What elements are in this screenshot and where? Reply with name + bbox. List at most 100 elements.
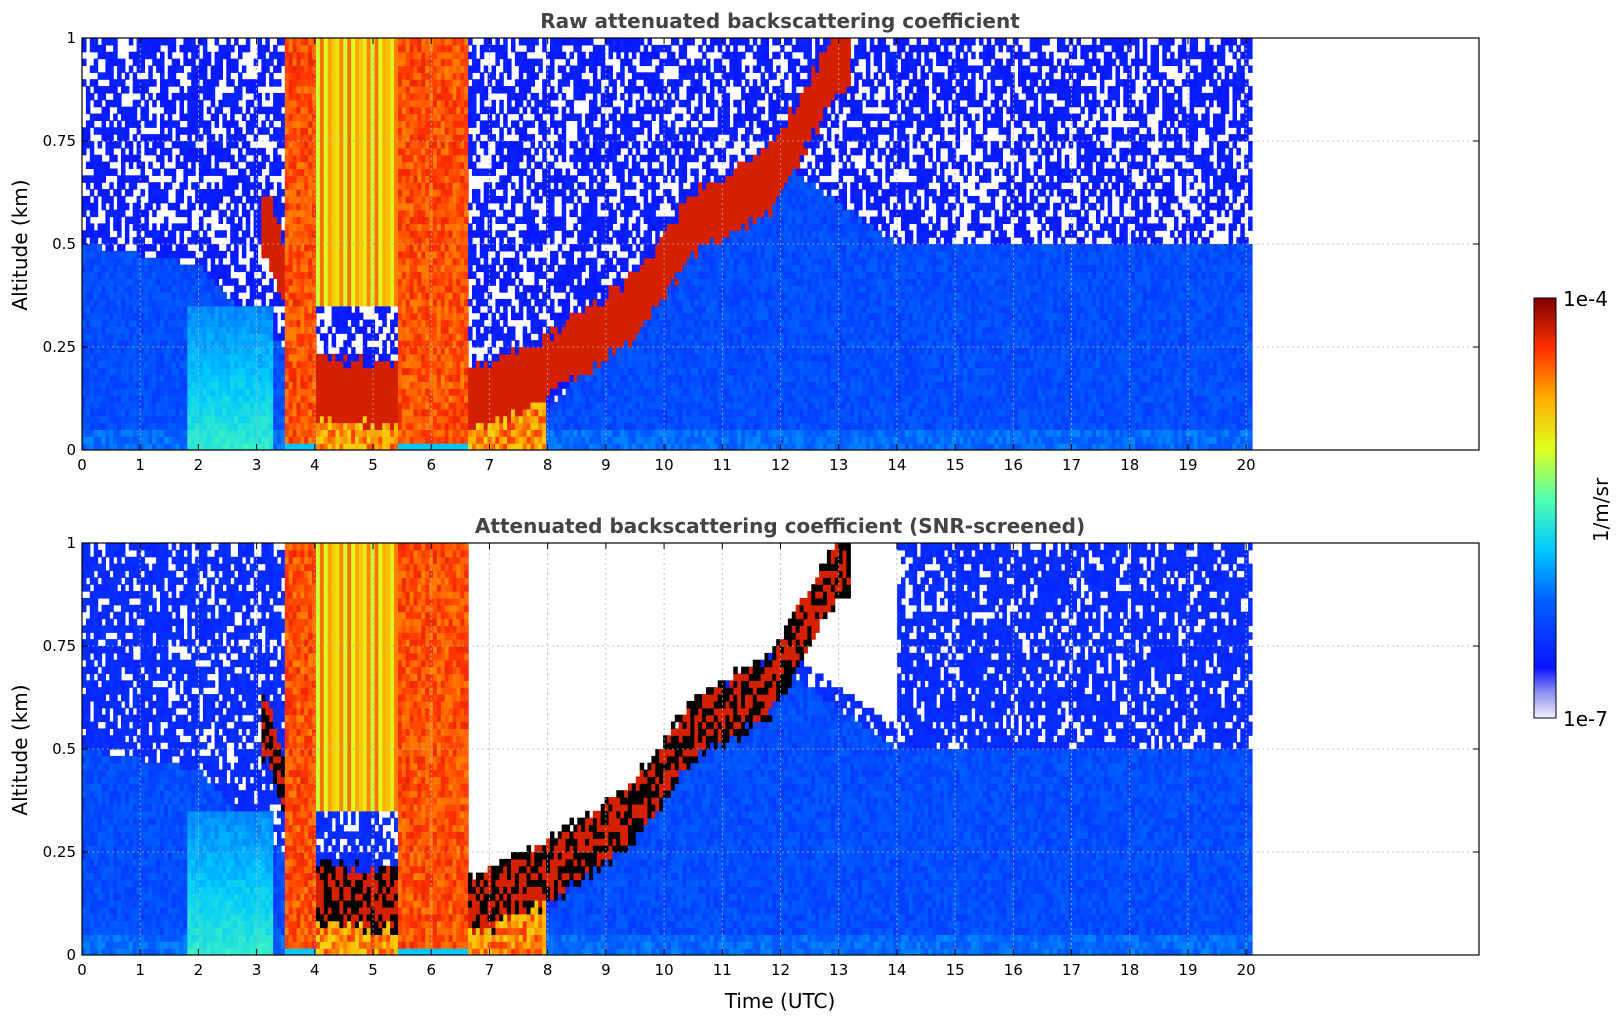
heat-cell bbox=[323, 244, 329, 252]
heat-cell bbox=[105, 134, 110, 142]
heat-cell bbox=[413, 113, 418, 121]
heat-cell bbox=[93, 278, 99, 286]
heat-cell bbox=[323, 353, 329, 362]
heat-cell bbox=[167, 202, 173, 211]
heat-cell bbox=[292, 312, 298, 321]
heat-cell bbox=[358, 58, 364, 67]
heat-cell bbox=[448, 147, 454, 156]
heat-cell bbox=[163, 257, 169, 266]
heat-cell bbox=[222, 367, 227, 376]
heat-cell bbox=[113, 237, 118, 245]
heat-cell bbox=[296, 285, 301, 293]
heat-cell bbox=[214, 401, 220, 410]
heat-cell bbox=[433, 223, 438, 231]
heat-cell bbox=[199, 147, 204, 156]
heat-cell bbox=[308, 340, 313, 348]
heat-cell bbox=[362, 189, 368, 197]
heat-cell bbox=[288, 86, 294, 94]
heat-cell bbox=[308, 415, 313, 424]
heat-cell bbox=[429, 347, 434, 355]
heat-cell bbox=[132, 134, 138, 142]
heat-cell bbox=[163, 388, 169, 396]
heat-cell bbox=[444, 436, 450, 444]
heat-cell bbox=[253, 347, 259, 355]
heat-cell bbox=[261, 429, 266, 437]
heat-cell bbox=[378, 381, 383, 389]
heat-cell bbox=[93, 113, 99, 121]
heat-cell bbox=[199, 189, 204, 197]
heat-cell bbox=[351, 271, 356, 279]
heat-cell bbox=[222, 189, 227, 197]
heat-cell bbox=[304, 367, 309, 376]
heat-cell bbox=[401, 250, 407, 259]
heat-cell bbox=[249, 278, 255, 286]
heat-cell bbox=[277, 340, 282, 348]
heat-cell bbox=[413, 147, 418, 156]
heat-cell bbox=[405, 415, 411, 424]
heat-cell bbox=[109, 401, 114, 410]
heat-cell bbox=[226, 381, 231, 389]
heat-cell bbox=[436, 415, 442, 424]
heat-cell bbox=[413, 388, 418, 396]
heat-cell bbox=[277, 360, 282, 369]
heat-cell bbox=[308, 326, 313, 334]
heat-cell bbox=[89, 381, 95, 389]
heat-cell bbox=[140, 319, 145, 327]
heat-cell bbox=[257, 360, 262, 369]
heat-cell bbox=[253, 285, 259, 293]
heat-cell bbox=[343, 120, 348, 128]
heat-cell bbox=[433, 374, 438, 382]
heat-cell bbox=[409, 298, 415, 307]
heat-cell bbox=[132, 154, 138, 163]
heat-cell bbox=[413, 86, 418, 94]
heat-cell bbox=[210, 271, 216, 279]
heat-cell bbox=[187, 422, 192, 430]
heat-cell bbox=[105, 113, 110, 121]
heat-cell bbox=[249, 333, 255, 341]
heat-cell bbox=[366, 92, 372, 101]
heat-cell bbox=[230, 195, 235, 204]
heat-cell bbox=[347, 264, 352, 273]
heat-cell bbox=[409, 237, 415, 245]
heat-cell bbox=[253, 216, 259, 224]
heat-cell bbox=[144, 305, 149, 314]
heat-cell bbox=[433, 230, 438, 238]
heat-cell bbox=[448, 154, 454, 163]
heat-cell bbox=[316, 271, 321, 279]
heat-cell bbox=[425, 147, 430, 156]
heat-cell bbox=[261, 292, 266, 300]
heat-cell bbox=[335, 395, 340, 403]
heat-cell bbox=[214, 168, 220, 176]
heat-cell bbox=[405, 120, 411, 128]
heat-cell bbox=[436, 175, 442, 183]
heat-cell bbox=[382, 374, 387, 382]
heat-cell bbox=[323, 230, 329, 238]
heat-cell bbox=[273, 436, 278, 444]
heat-cell bbox=[409, 223, 415, 231]
heat-cell bbox=[214, 429, 220, 437]
heat-cell bbox=[214, 72, 220, 80]
heat-cell bbox=[148, 436, 153, 444]
heat-cell bbox=[386, 244, 391, 252]
heat-cell bbox=[378, 86, 383, 94]
heat-cell bbox=[417, 278, 422, 286]
heat-cell bbox=[97, 161, 103, 170]
heat-cell bbox=[261, 367, 266, 376]
heat-cell bbox=[253, 401, 259, 410]
heat-cell bbox=[308, 161, 313, 170]
heat-cell bbox=[249, 388, 255, 396]
heat-cell bbox=[152, 99, 157, 108]
heat-cell bbox=[152, 298, 157, 307]
heat-cell bbox=[101, 250, 106, 259]
heat-cell bbox=[124, 134, 130, 142]
heat-cell bbox=[335, 202, 340, 211]
heat-cell bbox=[136, 326, 142, 334]
heat-cell bbox=[124, 333, 130, 341]
heat-cell bbox=[140, 65, 145, 73]
heat-cell bbox=[222, 360, 227, 369]
heat-cell bbox=[323, 44, 329, 53]
heat-cell bbox=[288, 298, 294, 307]
heat-cell bbox=[323, 436, 329, 444]
heat-cell bbox=[132, 312, 138, 321]
heat-cell bbox=[284, 388, 290, 396]
